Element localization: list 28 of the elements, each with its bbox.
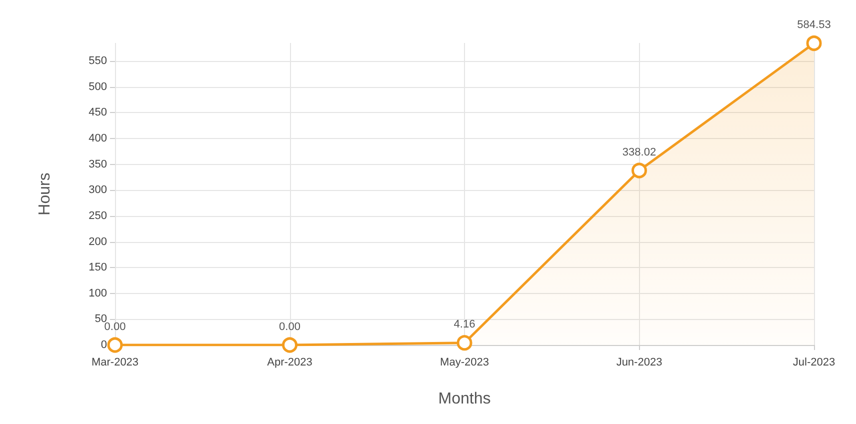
y-tick-label: 200 [88, 236, 107, 248]
y-tick-label: 400 [88, 132, 107, 145]
y-tick-label: 500 [88, 80, 107, 93]
x-tick-label: Jul-2023 [792, 356, 836, 368]
y-tick-label: 250 [88, 210, 107, 222]
y-tick-label: 450 [88, 106, 107, 119]
point [282, 337, 298, 353]
data-label: 4.16 [454, 318, 476, 331]
y-tick-label: 550 [88, 55, 107, 68]
data-label: 0.00 [279, 320, 300, 333]
y-axis-title: Hours [36, 172, 54, 216]
data-label: 584.53 [797, 18, 831, 31]
x-axis-title: Months [438, 390, 491, 408]
data-label: 338.02 [622, 146, 656, 158]
y-tick-label: 350 [88, 158, 107, 170]
y-tick-label: 150 [88, 262, 107, 274]
point [107, 337, 123, 353]
y-tick-label: 300 [88, 184, 107, 196]
x-tick-label: May-2023 [440, 356, 489, 368]
y-tick-label: 0 [100, 339, 107, 351]
x-tick-label: Apr-2023 [267, 356, 312, 368]
y-tick-label: 100 [88, 287, 107, 300]
point [632, 162, 647, 178]
point [806, 35, 822, 51]
x-tick-label: Jun-2023 [616, 356, 662, 368]
data-label: 0.00 [104, 320, 126, 333]
x-tick-label: Mar-2023 [91, 356, 139, 368]
point [456, 335, 472, 351]
